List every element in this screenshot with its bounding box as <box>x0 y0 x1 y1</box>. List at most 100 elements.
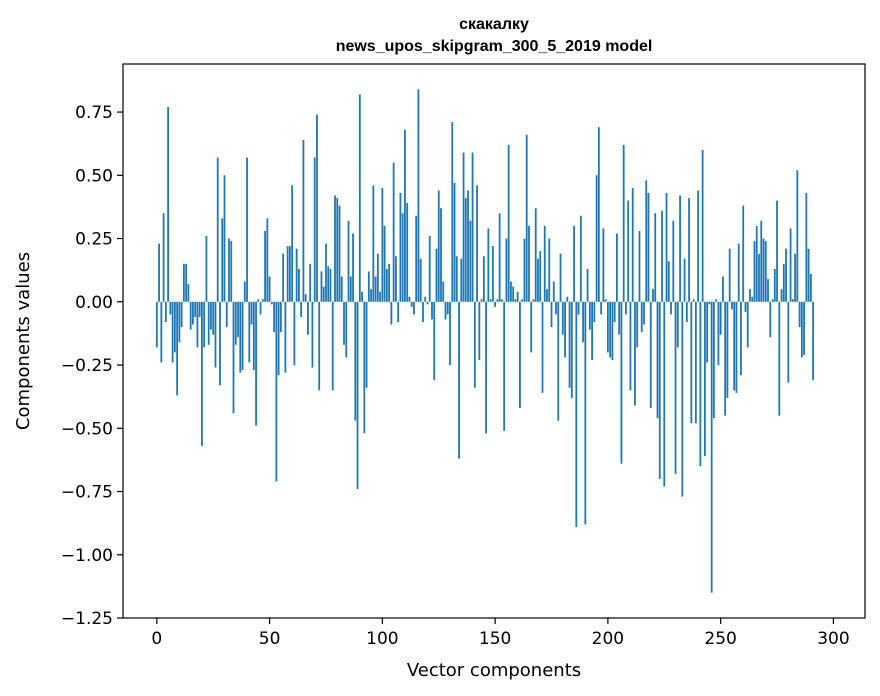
bar <box>654 213 657 302</box>
bar <box>392 162 395 302</box>
bar <box>451 122 454 302</box>
bar <box>216 157 219 302</box>
bar <box>404 129 406 302</box>
bar <box>374 276 377 302</box>
bar <box>548 238 551 302</box>
bar <box>805 193 808 302</box>
bar <box>697 190 699 302</box>
bar <box>194 301 197 317</box>
bar <box>744 301 747 312</box>
bar <box>361 291 363 302</box>
bar <box>252 301 255 371</box>
bar <box>203 301 206 348</box>
bar <box>595 175 598 302</box>
bar <box>295 248 298 302</box>
bar <box>543 225 546 302</box>
bar <box>340 276 343 302</box>
bar <box>676 301 679 348</box>
bar <box>261 299 264 302</box>
bar <box>307 301 309 335</box>
bar <box>469 220 472 302</box>
bar <box>532 299 535 302</box>
chart-title: скакалку <box>459 16 529 33</box>
bar <box>773 268 776 302</box>
bar <box>462 152 465 302</box>
bar <box>755 225 758 302</box>
bar <box>640 301 643 333</box>
bar <box>178 301 181 343</box>
y-axis: −1.25 −1.00 −0.75 −0.50 −0.25 0.00 0.25 0.50 0.7… <box>61 103 123 629</box>
bar <box>807 248 810 302</box>
bar <box>638 230 641 302</box>
bar <box>573 225 575 302</box>
bar <box>325 243 327 302</box>
bar <box>431 301 433 320</box>
bar <box>740 301 742 376</box>
bar <box>446 301 449 315</box>
bar <box>489 299 492 302</box>
bar <box>365 301 368 388</box>
x-axis: 0 50 100 150 200 250 300 <box>151 618 850 649</box>
bar <box>584 301 587 525</box>
bar <box>726 301 729 398</box>
bar <box>413 301 415 315</box>
bar <box>338 205 341 302</box>
bar <box>670 301 672 315</box>
bar <box>345 301 348 358</box>
y-tick-label: −1.25 <box>61 609 113 629</box>
bar <box>753 241 756 302</box>
x-tick-label: 200 <box>592 629 624 649</box>
bar <box>742 205 745 302</box>
bar <box>322 286 325 302</box>
bar <box>176 301 179 396</box>
bar <box>286 246 289 302</box>
bar <box>343 301 345 345</box>
bar <box>530 301 533 353</box>
bar <box>812 301 815 381</box>
bar <box>722 276 724 302</box>
bar <box>370 289 372 302</box>
bar <box>758 253 760 302</box>
bar <box>162 213 165 302</box>
bar <box>155 301 158 348</box>
bar <box>185 263 188 302</box>
bar <box>507 144 510 302</box>
bar <box>248 301 251 363</box>
bar <box>746 301 749 348</box>
bar <box>480 299 483 302</box>
bar <box>444 301 447 320</box>
bar <box>329 268 332 302</box>
bar <box>688 198 690 302</box>
bar <box>760 220 763 302</box>
bar <box>187 284 190 302</box>
bar <box>710 301 713 593</box>
bar <box>767 279 769 302</box>
bar <box>566 296 569 302</box>
bar <box>561 301 564 335</box>
bar <box>336 198 339 302</box>
bar <box>528 225 530 302</box>
bar <box>275 301 278 482</box>
bar <box>794 253 796 302</box>
bar <box>622 144 625 302</box>
bar <box>672 220 675 302</box>
bar <box>681 301 684 497</box>
bar <box>291 185 294 302</box>
bar <box>228 238 230 302</box>
bar <box>313 157 316 302</box>
y-tick-label: 0.25 <box>75 230 113 250</box>
bar <box>379 291 381 302</box>
bar <box>683 258 686 302</box>
bar <box>627 200 630 302</box>
bar <box>787 301 790 383</box>
x-tick-label: 50 <box>259 629 281 649</box>
bar <box>449 301 451 366</box>
bar <box>440 208 442 302</box>
bar <box>550 301 553 328</box>
bar <box>435 248 438 302</box>
bar <box>334 195 336 302</box>
bar <box>597 127 600 302</box>
bar <box>354 301 357 421</box>
bar <box>679 195 681 302</box>
bar <box>433 301 436 381</box>
